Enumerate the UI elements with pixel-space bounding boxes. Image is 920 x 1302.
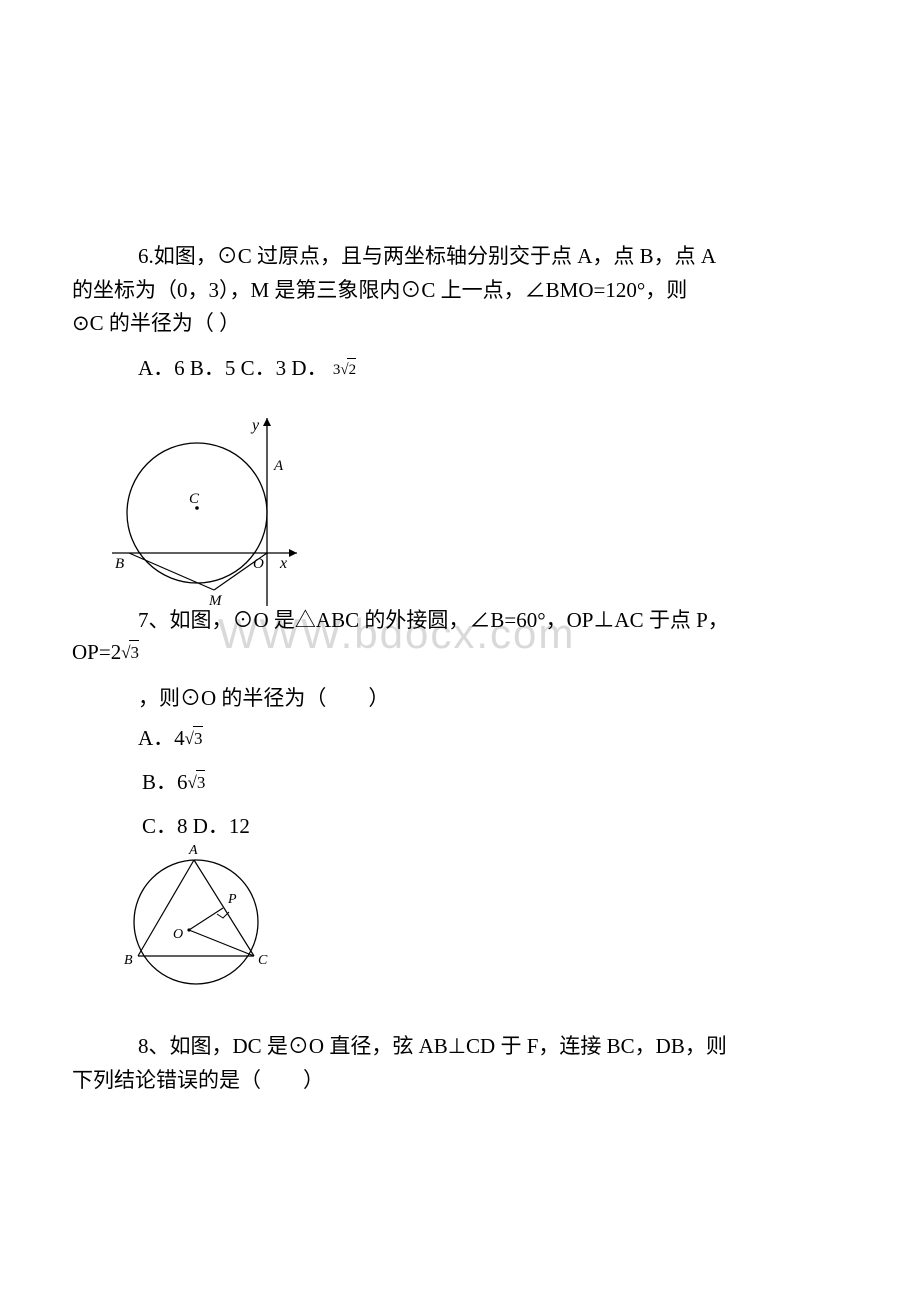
q7-circle xyxy=(134,860,258,984)
q8-stem: 8、如图，DC 是⊙O 直径，弦 AB⊥CD 于 F，连接 BC，DB，则 下列… xyxy=(72,1030,862,1097)
q8-line2: 下列结论错误的是（ ） xyxy=(72,1068,324,1092)
q6-line1: 6.如图，⊙C 过原点，且与两坐标轴分别交于点 A，点 B，点 A xyxy=(138,244,716,268)
q6-line3: ⊙C 的半径为（ ） xyxy=(72,311,240,335)
q6-figure: A B O M C x y xyxy=(112,408,308,608)
q7-line1: 7、如图，⊙O 是△ABC 的外接圆，∠B=60°，OP⊥AC 于点 P， xyxy=(138,608,729,632)
q7-svg: A B C O P xyxy=(116,838,286,996)
q7-line3: ，则⊙O 的半径为（ ） xyxy=(138,686,389,710)
q7-line2-radical: √3 xyxy=(121,639,139,666)
q7-stem-line1: 7、如图，⊙O 是△ABC 的外接圆，∠B=60°，OP⊥AC 于点 P， xyxy=(138,604,858,638)
q7-label-a: A xyxy=(188,843,198,858)
q6-y-arrow xyxy=(263,418,271,426)
q6-label-c: C xyxy=(189,491,200,507)
q6-label-yaxis: y xyxy=(250,417,260,434)
q7-line2-prefix: OP=2 xyxy=(72,640,121,664)
q7-oc xyxy=(189,930,254,956)
q6-line-bm xyxy=(129,553,214,590)
q7-opt-b-radical: √3 xyxy=(188,769,206,796)
q7-ca xyxy=(194,860,254,956)
q7-opt-b-prefix: B．6 xyxy=(142,770,188,794)
q6-circle xyxy=(127,443,267,583)
q7-label-p: P xyxy=(227,892,237,907)
q6-label-xaxis: x xyxy=(279,555,287,572)
q6-svg: A B O M C x y xyxy=(112,408,308,608)
q7-opt-a-prefix: A．4 xyxy=(138,726,185,750)
q7-opt-a: A．4√3 xyxy=(138,722,203,756)
q7-opt-b: B．6√3 xyxy=(142,766,205,800)
q7-opt-cd-text: C．8 D．12 xyxy=(142,814,250,838)
q6-x-arrow xyxy=(289,549,297,557)
q6-option-d-value: 3√2 xyxy=(333,362,356,378)
q6-label-a: A xyxy=(273,458,284,474)
q7-op xyxy=(189,908,223,930)
q7-stem-line3: ，则⊙O 的半径为（ ） xyxy=(138,682,389,716)
q7-label-o: O xyxy=(173,927,183,942)
q7-stem-line2: OP=2√3 xyxy=(72,636,139,670)
q7-figure: A B C O P xyxy=(116,838,286,996)
q7-label-b: B xyxy=(124,953,133,968)
q6-options: A．6 B．5 C．3 D． 3√2 xyxy=(138,352,356,386)
q6-line2: 的坐标为（0，3），M 是第三象限内⊙C 上一点，∠BMO=120°，则 xyxy=(72,278,687,302)
q7-label-c: C xyxy=(258,953,268,968)
q7-ab xyxy=(138,860,194,956)
q6-stem: 6.如图，⊙C 过原点，且与两坐标轴分别交于点 A，点 B，点 A 的坐标为（0… xyxy=(72,240,862,341)
q8-line1: 8、如图，DC 是⊙O 直径，弦 AB⊥CD 于 F，连接 BC，DB，则 xyxy=(138,1034,727,1058)
q7-opt-a-radical: √3 xyxy=(185,725,203,752)
q6-options-abc: A．6 B．5 C．3 D． xyxy=(138,356,328,380)
q6-label-b: B xyxy=(115,556,124,572)
q6-label-o: O xyxy=(253,556,264,572)
